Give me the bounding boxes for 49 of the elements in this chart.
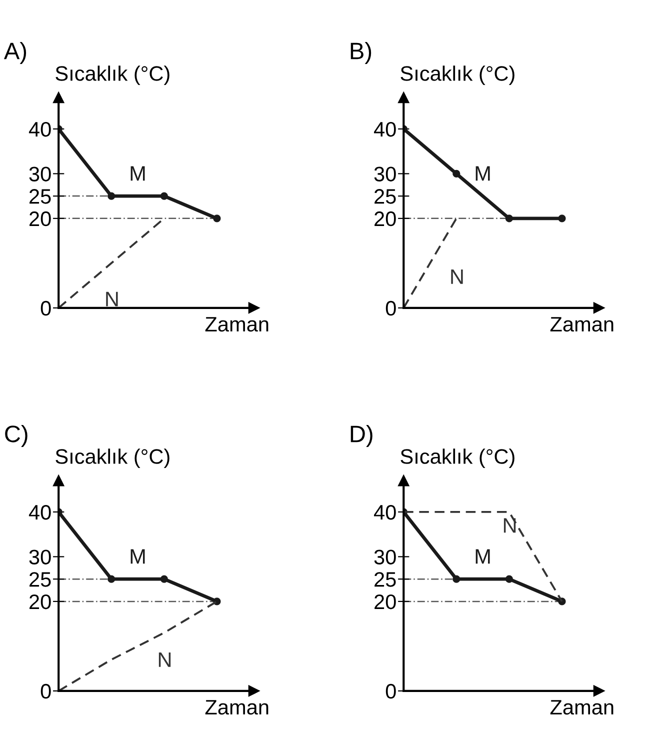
y-tick-label: 25 — [374, 189, 396, 204]
point — [108, 575, 116, 583]
y-axis-title: Sıcaklık (°C) — [400, 448, 514, 468]
series-label: N — [158, 652, 171, 667]
series-label: M — [476, 166, 490, 181]
y-tick-label: 25 — [374, 572, 396, 587]
y-tick-label: 20 — [30, 211, 51, 226]
y-tick-label: 25 — [30, 572, 51, 587]
y-tick-label: 40 — [374, 122, 396, 137]
series-label: M — [476, 549, 490, 564]
point — [160, 575, 168, 583]
y-tick-label: 40 — [28, 504, 51, 520]
y-tick-label: 40 — [28, 122, 51, 137]
chart-title: B) — [350, 42, 372, 64]
x-axis-title: Zaman — [550, 317, 614, 332]
y-axis-title: Sıcaklık (°C) — [400, 66, 514, 86]
y-tick-label: 20 — [30, 594, 51, 610]
point — [558, 214, 566, 222]
y-tick-label: 30 — [374, 166, 396, 182]
point — [108, 192, 116, 200]
y-tick-label: 20 — [374, 594, 396, 610]
x-axis-title: Zaman — [205, 700, 268, 715]
series-label: M — [130, 166, 145, 181]
y-tick-label: 0 — [386, 300, 396, 316]
y-tick-label: 0 — [40, 300, 51, 316]
point — [160, 192, 168, 200]
y-tick-label: 0 — [40, 684, 51, 699]
x-axis-title: Zaman — [550, 700, 614, 715]
series-label: N — [451, 269, 463, 284]
point — [505, 575, 514, 583]
y-tick-label: 30 — [29, 550, 51, 564]
point — [452, 575, 460, 583]
y-tick-label: 30 — [29, 166, 51, 182]
y-axis-title: Sıcaklık (°C) — [56, 448, 170, 468]
point — [452, 170, 460, 178]
series-label: N — [106, 292, 118, 306]
chart-title: C) — [5, 424, 28, 447]
y-tick-label: 40 — [374, 504, 396, 520]
y-tick-label: 0 — [386, 684, 396, 699]
x-axis-title: Zaman — [205, 317, 268, 332]
y-tick-label: 25 — [30, 189, 51, 204]
chart-title: A) — [4, 42, 26, 64]
y-axis-title: Sıcaklık (°C) — [56, 66, 170, 86]
y-tick-label: 30 — [374, 550, 396, 564]
chart-title: D) — [350, 424, 372, 447]
point — [213, 214, 221, 222]
point — [505, 214, 514, 222]
series-label: M — [130, 549, 145, 564]
y-tick-label: 20 — [374, 211, 396, 226]
